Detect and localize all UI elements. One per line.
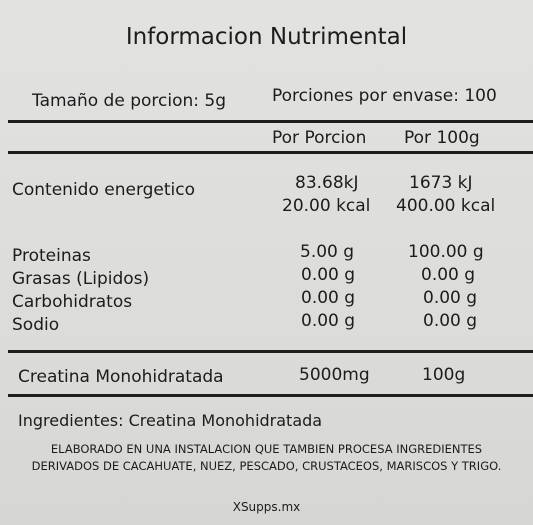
column-header-per-serving: Por Porcion: [272, 128, 367, 148]
website-footer: XSupps.mx: [232, 500, 301, 514]
divider-active: [8, 350, 533, 353]
active-ingredient-per-serving: 5000mg: [299, 365, 370, 385]
nutrient-per-serving-grasas: 0.00 g: [301, 265, 356, 285]
active-ingredient-per-100g: 100g: [422, 365, 466, 385]
nutrient-per-serving-proteinas: 5.00 g: [300, 242, 355, 262]
energy-per-100g-kj: 1673 kJ: [409, 173, 473, 193]
nutrient-per-serving-carbohidratos: 0.00 g: [301, 288, 356, 308]
active-ingredient-label: Creatina Monohidratada: [18, 367, 224, 387]
ingredients-text: Ingredientes: Creatina Monohidratada: [18, 411, 323, 430]
energy-per-serving-kcal: 20.00 kcal: [282, 196, 371, 216]
nutrient-label-grasas: Grasas (Lipidos): [12, 269, 150, 289]
nutrient-per-100g-proteinas: 100.00 g: [408, 242, 484, 262]
energy-per-100g-kcal: 400.00 kcal: [396, 196, 496, 216]
allergen-disclaimer-line2: DERIVADOS DE CACAHUATE, NUEZ, PESCADO, C…: [31, 459, 502, 473]
nutrient-per-serving-sodio: 0.00 g: [301, 311, 356, 331]
nutrient-per-100g-grasas: 0.00 g: [421, 265, 476, 285]
servings-per-container: Porciones por envase: 100: [272, 86, 497, 106]
nutrient-label-proteinas: Proteinas: [12, 246, 91, 266]
allergen-disclaimer-line1: ELABORADO EN UNA INSTALACION QUE TAMBIEN…: [50, 442, 483, 456]
label-title: Informacion Nutrimental: [125, 24, 408, 50]
column-header-per-100g: Por 100g: [404, 128, 480, 148]
energy-label: Contenido energetico: [12, 180, 196, 200]
nutrient-per-100g-sodio: 0.00 g: [423, 311, 478, 331]
nutrient-per-100g-carbohidratos: 0.00 g: [423, 288, 478, 308]
nutrient-label-sodio: Sodio: [12, 315, 60, 335]
energy-per-serving-kj: 83.68kJ: [295, 173, 359, 193]
divider-header: [8, 120, 533, 123]
nutrient-label-carbohidratos: Carbohidratos: [12, 292, 133, 312]
divider-ingredients: [8, 394, 533, 397]
divider-columns: [8, 151, 533, 154]
serving-size: Tamaño de porcion: 5g: [32, 91, 226, 111]
